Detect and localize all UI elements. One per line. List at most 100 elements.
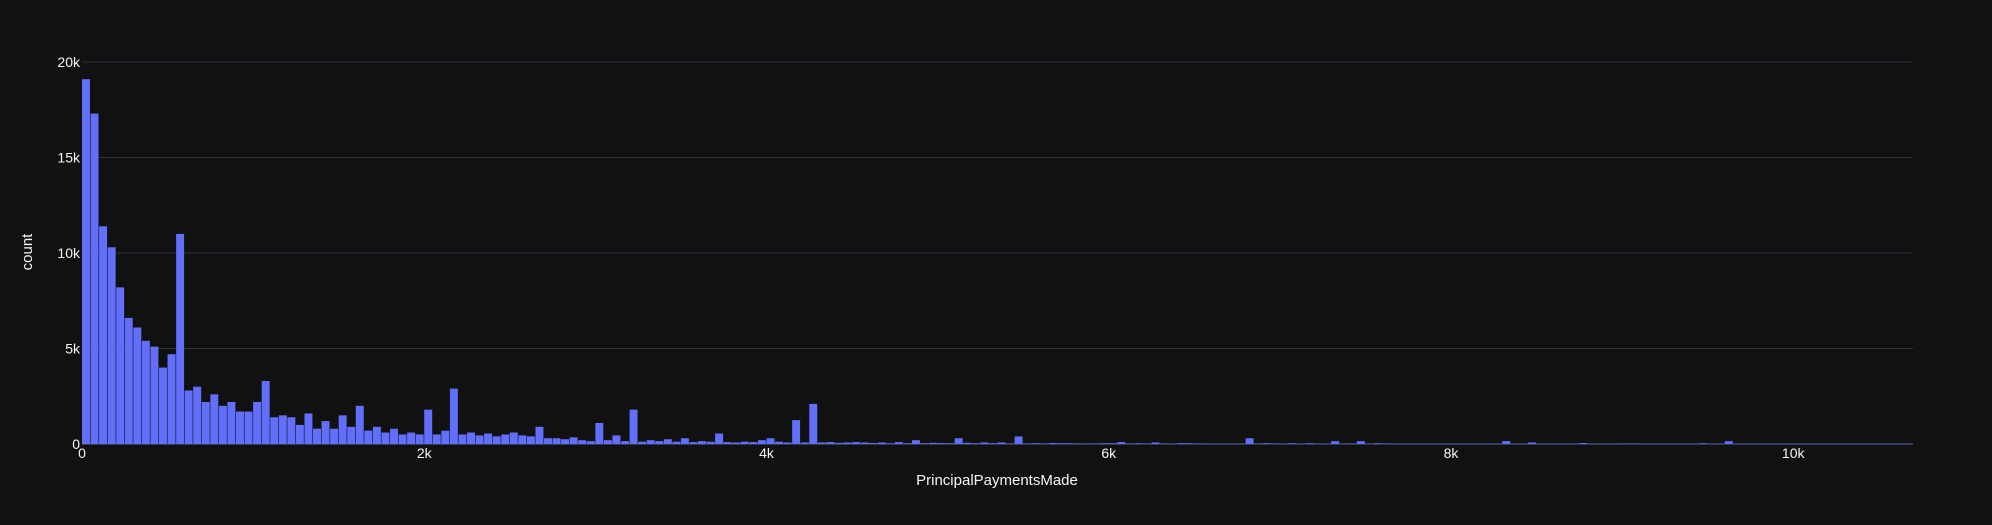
histogram-bar [245, 412, 253, 444]
histogram-bar [732, 442, 740, 444]
histogram-bar [356, 406, 364, 444]
histogram-bar [561, 439, 569, 444]
y-tick-label: 10k [57, 245, 81, 261]
histogram-bar [296, 425, 304, 444]
histogram-bar [510, 433, 518, 444]
histogram-bar [176, 234, 184, 444]
histogram-bar [1006, 443, 1014, 444]
histogram-bar [792, 420, 800, 444]
histogram-bar [681, 438, 689, 444]
histogram-bar [399, 434, 407, 444]
x-tick-label: 4k [759, 445, 775, 461]
histogram-bar [638, 442, 646, 444]
histogram-bar [236, 412, 244, 444]
histogram-bar [938, 443, 946, 444]
histogram-bar [766, 438, 774, 444]
histogram-bar [185, 391, 193, 444]
histogram-bar [758, 440, 766, 444]
histogram-bar [1331, 441, 1339, 444]
histogram-bar [1699, 443, 1707, 444]
y-tick-label: 20k [57, 54, 81, 70]
histogram-bar [193, 387, 201, 444]
histogram-bar [741, 442, 749, 444]
histogram-bar [980, 442, 988, 444]
histogram-bar [587, 441, 595, 444]
histogram-bar [227, 402, 235, 444]
histogram-bar [1288, 443, 1296, 444]
histogram-bar [416, 434, 424, 444]
histogram-bar [835, 443, 843, 444]
histogram-bar [826, 442, 834, 444]
histogram-bar [903, 443, 911, 444]
histogram-bar [689, 442, 697, 444]
histogram-bar [1160, 443, 1168, 444]
histogram-bar [450, 389, 458, 444]
histogram-bar [219, 406, 227, 444]
histogram-bar [1126, 443, 1134, 444]
histogram-bar [553, 438, 561, 444]
histogram-bar [852, 442, 860, 444]
histogram-bar [801, 442, 809, 444]
histogram-bar [1109, 443, 1117, 444]
histogram-bar [1263, 443, 1271, 444]
histogram-bar [373, 427, 381, 444]
histogram-bar [91, 114, 99, 444]
histogram-bar [1246, 438, 1254, 444]
histogram-bar [955, 438, 963, 444]
histogram-bar [1502, 441, 1510, 444]
histogram-bar [1117, 442, 1125, 444]
histogram-bar [1032, 443, 1040, 444]
histogram-bar [1383, 443, 1391, 444]
histogram-bar [1631, 443, 1639, 444]
histogram-bar [989, 443, 997, 444]
histogram-bar [168, 354, 176, 444]
histogram-bar [861, 442, 869, 444]
y-tick-label: 5k [65, 341, 81, 357]
histogram-bar [1066, 443, 1074, 444]
histogram-bar [1092, 443, 1100, 444]
histogram-bar [458, 434, 466, 444]
histogram-bar [339, 415, 347, 444]
histogram-bar [142, 341, 150, 444]
histogram-bar [125, 318, 133, 444]
histogram-bar [535, 427, 543, 444]
histogram-bar [672, 442, 680, 444]
histogram-bar [441, 431, 449, 444]
histogram-bar [1049, 443, 1057, 444]
x-tick-label: 8k [1444, 445, 1460, 461]
histogram-bar [612, 435, 620, 444]
histogram-bar [784, 442, 792, 444]
histogram-bar [818, 442, 826, 444]
histogram-bar [518, 435, 526, 444]
histogram-bar [484, 433, 492, 444]
histogram-bar [270, 417, 278, 444]
histogram-bar [424, 410, 432, 444]
histogram-bar [775, 442, 783, 444]
histogram-bar [664, 439, 672, 444]
histogram-bar [313, 429, 321, 444]
histogram-bar [364, 431, 372, 444]
histogram-bar [724, 442, 732, 444]
histogram-bar [1194, 443, 1202, 444]
histogram-bar [809, 404, 817, 444]
histogram-bar [1057, 443, 1065, 444]
histogram-bar [347, 427, 355, 444]
x-tick-label: 10k [1782, 445, 1806, 461]
histogram-bar [108, 247, 116, 444]
histogram-bar [972, 443, 980, 444]
histogram-bar [1015, 436, 1023, 444]
histogram-bar [116, 287, 124, 444]
histogram-bar [869, 443, 877, 444]
histogram-bar [1134, 443, 1142, 444]
histogram-bar [878, 442, 886, 444]
histogram-bar [82, 79, 90, 444]
histogram-bar [433, 434, 441, 444]
histogram-bar [476, 435, 484, 444]
histogram-bar [1579, 443, 1587, 444]
histogram-bar [578, 440, 586, 444]
histogram-bar [655, 441, 663, 444]
histogram-bar [1075, 443, 1083, 444]
histogram-bar [253, 402, 261, 444]
